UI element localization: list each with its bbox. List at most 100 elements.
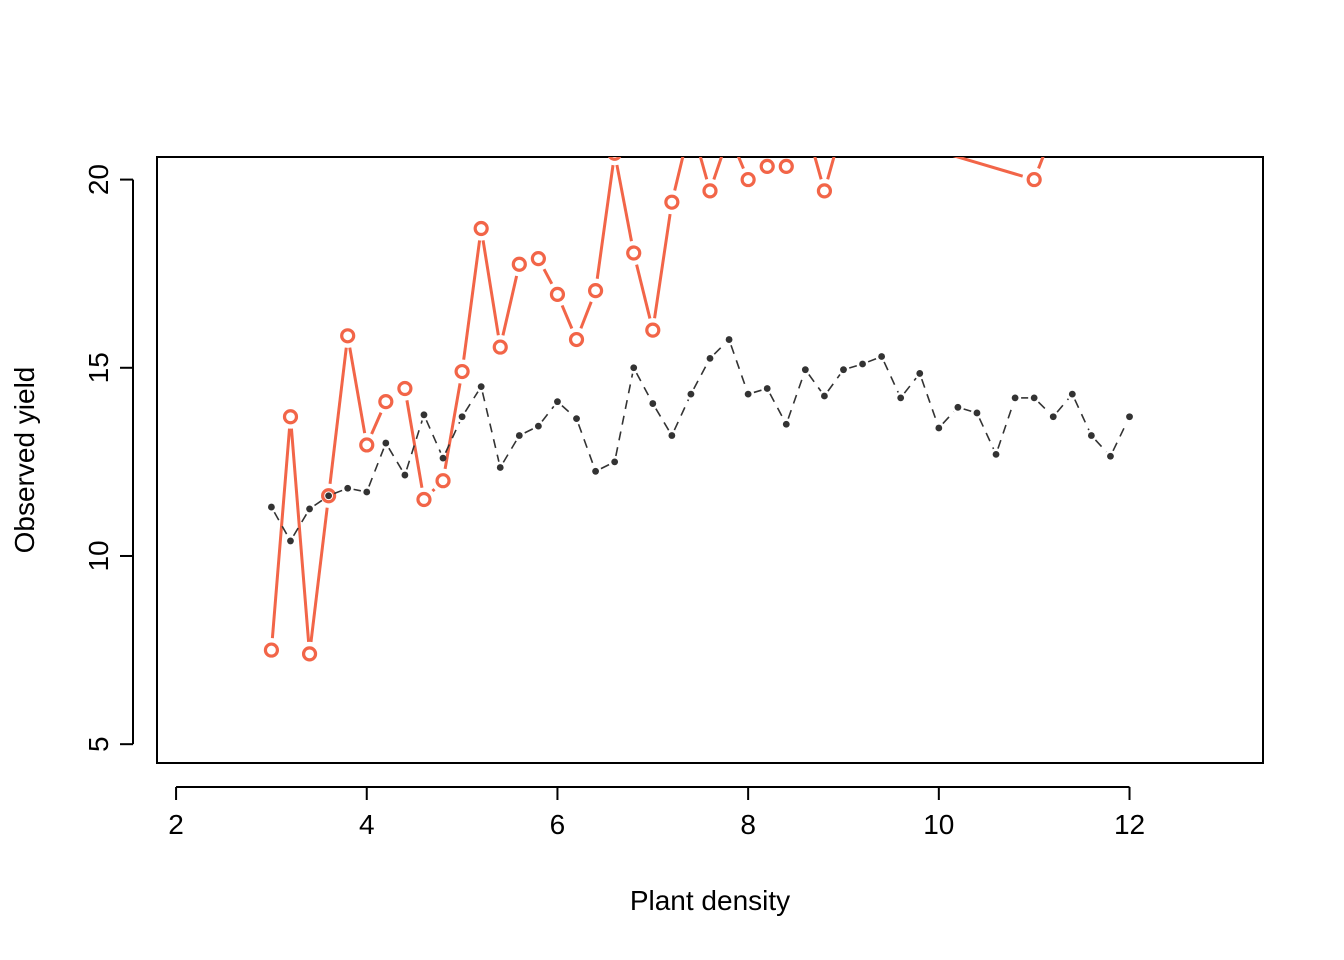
series-1-segment: [712, 157, 724, 180]
data-point: [344, 484, 352, 492]
data-point: [916, 370, 924, 377]
series-2-segment: [481, 392, 500, 462]
data-point: [496, 464, 504, 471]
data-point: [744, 390, 752, 398]
data-point: [458, 413, 466, 421]
data-point: [282, 409, 299, 425]
series-2-segment: [903, 377, 917, 394]
series-1-segment: [328, 347, 348, 485]
series-1-segment: [826, 157, 836, 180]
series-2-segment: [997, 403, 1014, 449]
data-point: [649, 400, 657, 407]
series-1-segment: [579, 301, 593, 329]
data-point: [645, 322, 661, 338]
series-1-segment: [560, 304, 574, 330]
series-2-segment: [673, 399, 690, 431]
series-2-segment: [635, 372, 651, 399]
data-point: [821, 392, 828, 400]
x-axis-label: Plant density: [630, 885, 790, 916]
series-2: [268, 336, 1133, 545]
data-point: [382, 439, 390, 447]
data-point: [587, 283, 604, 299]
series-2-segment: [561, 405, 573, 416]
y-tick-label: 20: [83, 164, 114, 195]
series-2-segment: [920, 378, 938, 423]
data-point: [477, 383, 485, 391]
data-point: [840, 366, 847, 374]
data-point: [592, 467, 599, 475]
data-point: [668, 432, 676, 439]
series-1-segment: [370, 412, 383, 435]
series-1-segment: [736, 157, 745, 170]
series-2-segment: [368, 448, 385, 487]
series-1-segment: [673, 157, 685, 191]
data-point: [740, 171, 756, 188]
data-point: [630, 364, 638, 372]
series-1-segment: [462, 240, 482, 360]
series-1: [263, 117, 1059, 662]
series-1-segment: [653, 213, 672, 319]
series-2-segment: [769, 393, 785, 420]
data-point: [725, 336, 733, 343]
data-point: [608, 157, 622, 161]
series-1-segment: [698, 157, 709, 180]
series-2-segment: [464, 391, 479, 413]
x-tick-label: 10: [923, 809, 954, 840]
data-point: [325, 492, 333, 500]
data-point: [954, 403, 962, 411]
series-1-segment: [348, 347, 367, 434]
data-point: [549, 286, 566, 302]
data-point: [435, 473, 451, 489]
data-point: [859, 360, 866, 368]
series-2-segment: [388, 447, 403, 471]
data-point: [363, 488, 371, 496]
data-point: [687, 390, 695, 398]
data-point: [1126, 413, 1133, 421]
series-1-segment: [542, 268, 554, 285]
series-2-segment: [963, 408, 972, 413]
series-2-segment: [541, 405, 555, 422]
data-point: [420, 411, 428, 419]
series-2-segment: [1037, 401, 1050, 414]
x-tick-label: 4: [359, 809, 375, 840]
series-2-segment: [600, 463, 610, 470]
series-2-segment: [524, 428, 534, 434]
data-point: [685, 117, 697, 129]
data-point: [1047, 125, 1059, 137]
data-point: [554, 398, 561, 406]
data-point: [702, 183, 718, 199]
series-2-segment: [314, 498, 325, 507]
series-2-segment: [787, 375, 805, 419]
series-2-segment: [730, 344, 747, 389]
data-point: [778, 158, 794, 175]
data-point: [837, 117, 849, 129]
series-1-segment: [443, 383, 462, 470]
data-point: [664, 194, 680, 210]
data-point: [301, 646, 318, 662]
series-1-segment: [952, 157, 1024, 178]
series-1-segment: [501, 275, 519, 336]
series-2-segment: [655, 408, 670, 431]
series-2-segment: [867, 357, 877, 363]
data-point: [992, 450, 1000, 458]
data-point: [416, 491, 432, 508]
data-point: [763, 385, 771, 392]
x-tick-label: 8: [740, 809, 756, 840]
series-2-segment: [1074, 399, 1090, 431]
series-1-segment: [615, 164, 633, 242]
series-1-segment: [635, 264, 652, 319]
data-point: [1068, 390, 1076, 398]
data-point: [1011, 394, 1019, 402]
data-point: [359, 437, 375, 453]
series-2-segment: [942, 411, 955, 425]
series-2-segment: [292, 513, 308, 537]
series-2-segment: [444, 421, 461, 454]
data-point: [397, 380, 413, 397]
series-2-segment: [615, 373, 634, 457]
data-point: [706, 354, 714, 362]
y-tick-label: 15: [83, 352, 114, 383]
series-2-segment: [1056, 398, 1070, 413]
x-tick-label: 6: [550, 809, 566, 840]
series-2-segment: [978, 418, 995, 450]
y-tick-label: 10: [83, 540, 114, 571]
